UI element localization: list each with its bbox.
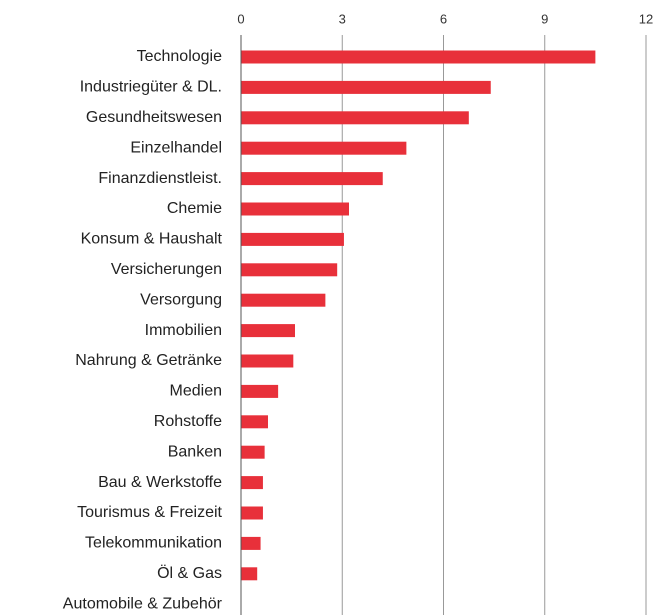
- y-tick-label: Konsum & Haushalt: [81, 231, 223, 248]
- y-tick-label: Automobile & Zubehör: [63, 595, 223, 612]
- y-tick-label: Medien: [170, 383, 222, 400]
- bar: [241, 80, 491, 94]
- bar: [241, 293, 326, 307]
- bar: [241, 415, 268, 429]
- bar: [241, 202, 349, 216]
- bar: [241, 445, 265, 459]
- bar: [241, 50, 596, 64]
- y-tick-label: Technologie: [137, 48, 223, 65]
- bar: [241, 384, 279, 398]
- bar: [241, 111, 469, 125]
- y-tick-label: Versorgung: [140, 291, 222, 308]
- x-tick-label: 3: [339, 11, 346, 26]
- bar: [241, 567, 258, 581]
- bar: [241, 172, 383, 186]
- y-tick-label: Gesundheitswesen: [86, 109, 222, 126]
- bar: [241, 324, 295, 338]
- bar: [241, 536, 261, 550]
- bar: [241, 354, 294, 368]
- y-tick-label: Chemie: [167, 200, 222, 217]
- y-tick-label: Nahrung & Getränke: [75, 352, 222, 369]
- y-tick-label: Industriegüter & DL.: [80, 79, 222, 96]
- y-tick-label: Tourismus & Freizeit: [77, 504, 222, 521]
- bar: [241, 232, 344, 246]
- x-tick-label: 0: [237, 11, 244, 26]
- y-tick-label: Rohstoffe: [154, 413, 222, 430]
- bar: [241, 506, 263, 520]
- y-tick-label: Öl & Gas: [157, 564, 222, 582]
- x-tick-label: 9: [541, 11, 548, 26]
- y-tick-label: Banken: [168, 443, 222, 460]
- x-tick-label: 6: [440, 11, 447, 26]
- y-tick-label: Immobilien: [145, 322, 222, 339]
- bar: [241, 476, 263, 490]
- y-tick-label: Telekommunikation: [85, 535, 222, 552]
- y-tick-label: Finanzdienstleist.: [98, 170, 222, 187]
- x-tick-label: 12: [639, 11, 653, 26]
- bar: [241, 263, 338, 277]
- y-tick-label: Versicherungen: [111, 261, 222, 278]
- y-tick-label: Bau & Werkstoffe: [98, 474, 222, 491]
- bar: [241, 141, 407, 155]
- y-tick-label: Einzelhandel: [130, 139, 222, 156]
